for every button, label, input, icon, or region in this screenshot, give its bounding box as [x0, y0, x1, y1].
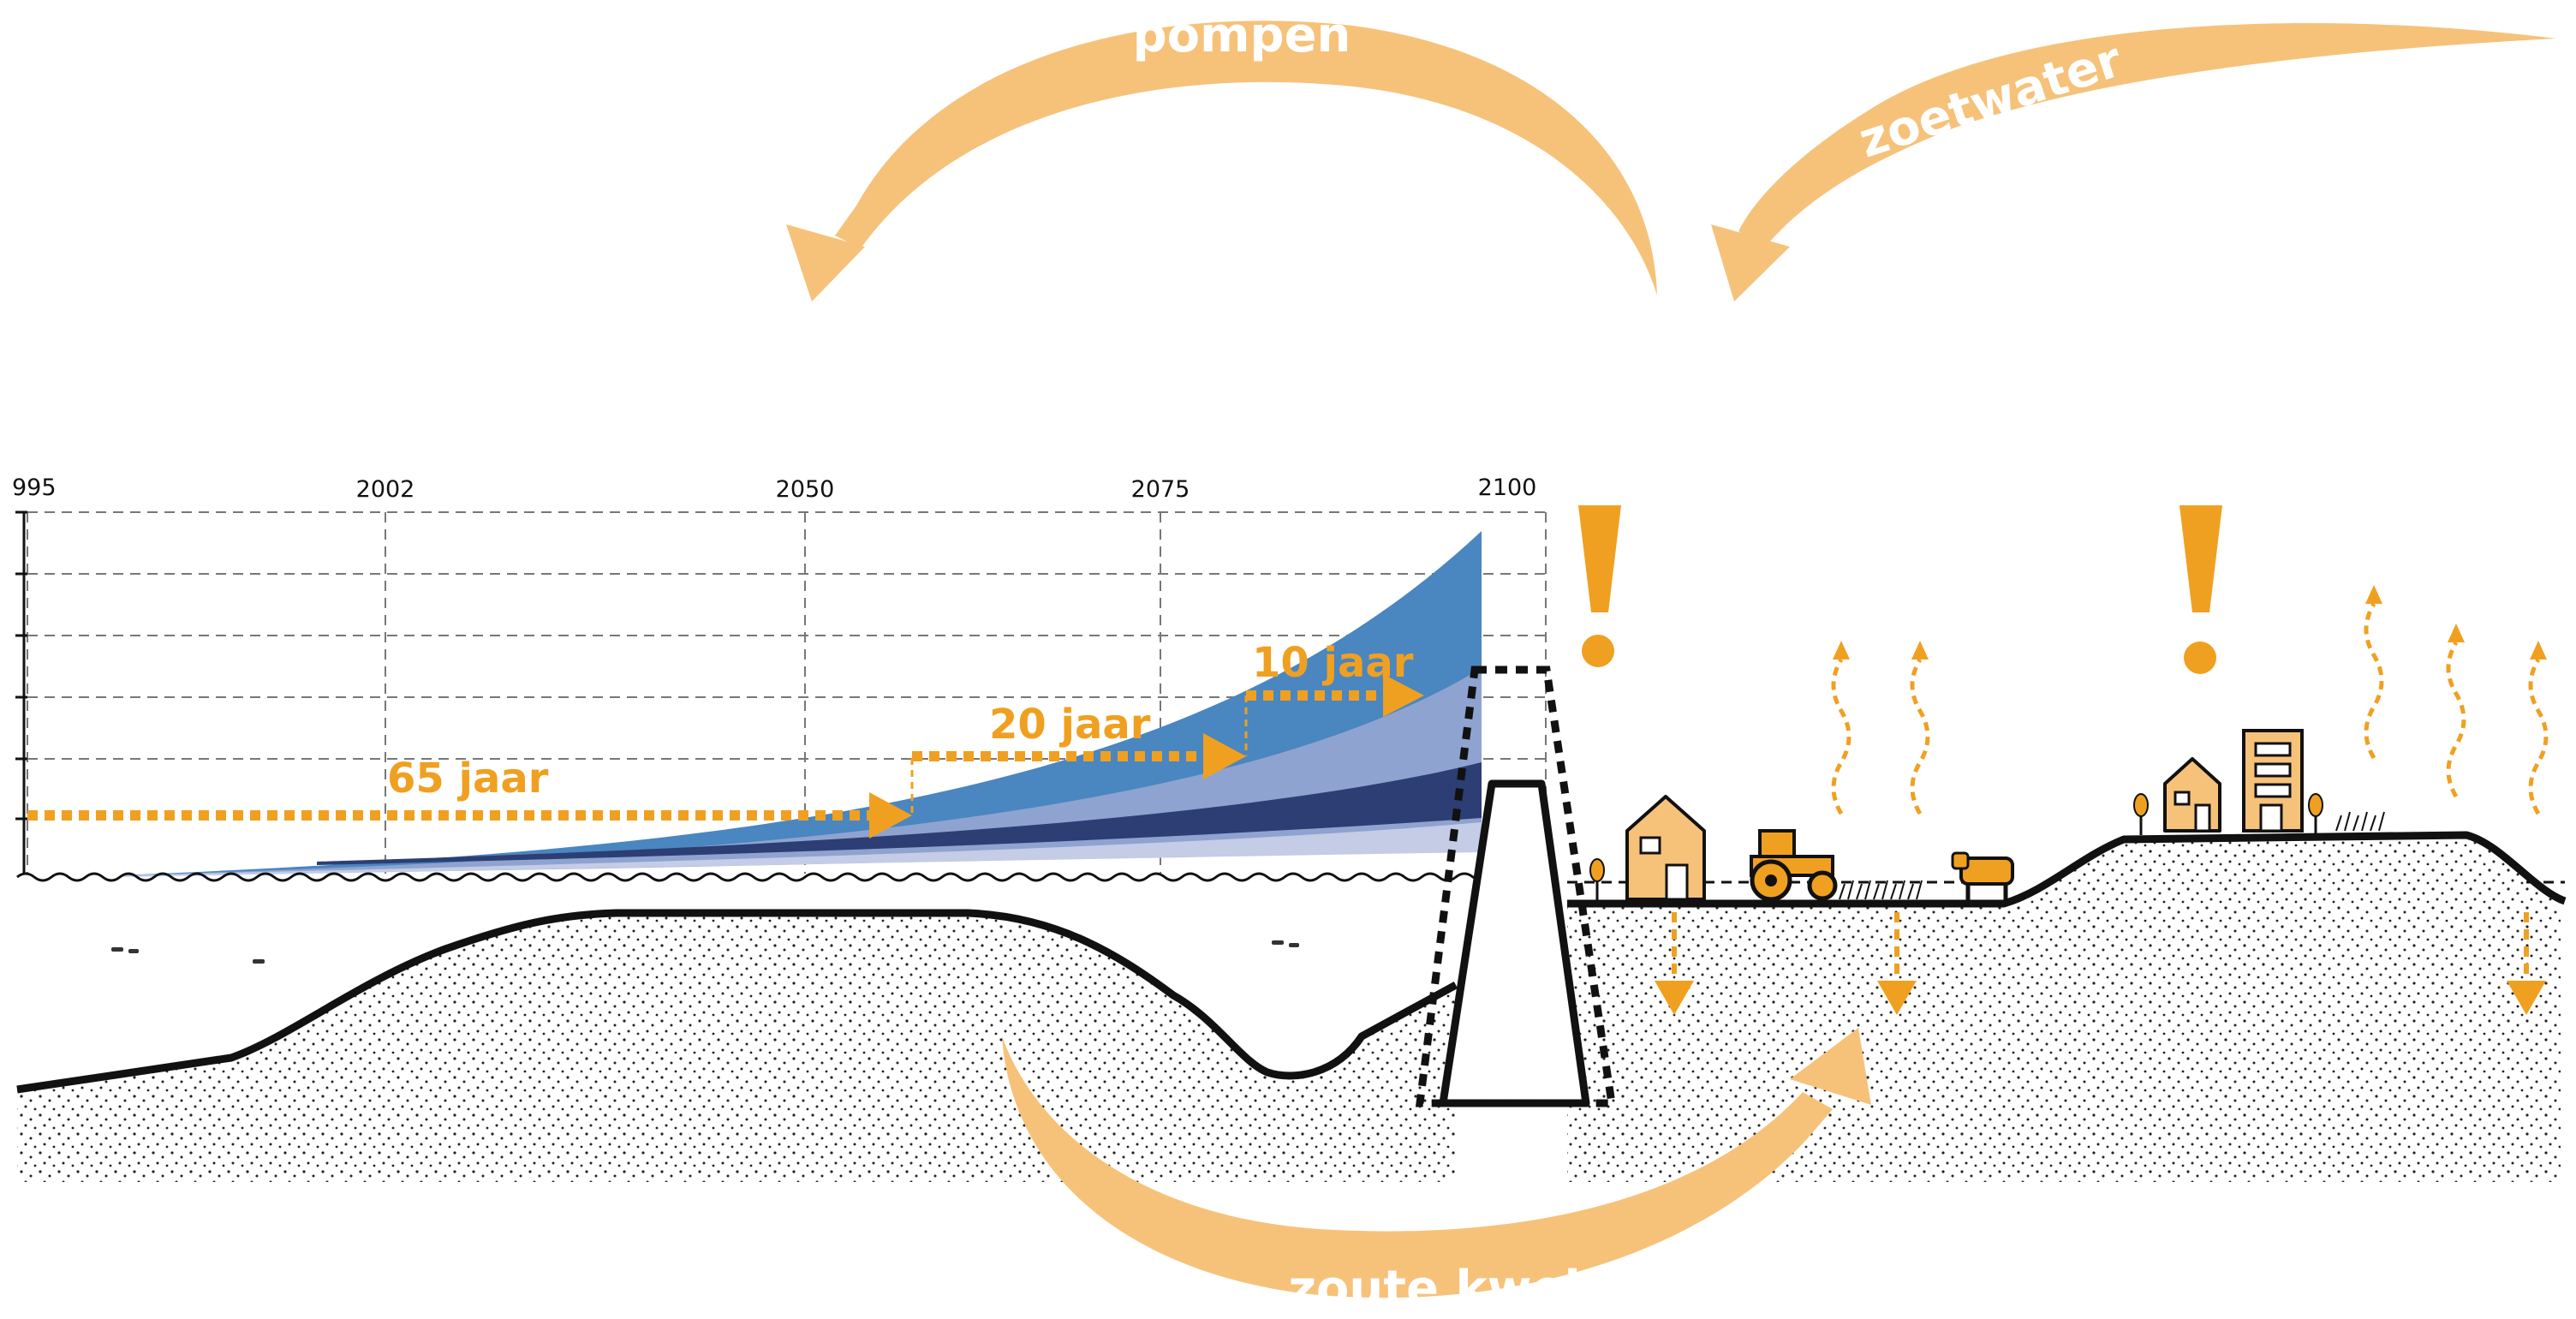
evaporation-arrows [1831, 602, 2549, 815]
period-label: 65 jaar [387, 755, 549, 803]
arrow-head [1383, 674, 1424, 717]
land-soil-fill [1567, 839, 2561, 1182]
exclamation-icon [2179, 505, 2222, 674]
sea-level-projection [120, 531, 1482, 877]
flow-arrow-zoute-kwel: zoute kwel [1002, 1028, 1871, 1316]
period-arrows: 65 jaar 20 jaar 10 jaar [27, 639, 1424, 839]
period-label: 10 jaar [1252, 639, 1414, 687]
seabed-outline [16, 909, 1458, 1094]
evaporation-arrow-heads [1833, 585, 2547, 660]
seepage-arrow-heads [1655, 981, 2546, 1015]
year-labels: 995 2002 2050 2075 2100 [12, 474, 1536, 503]
cow-icon [1951, 851, 2014, 901]
year-label: 2050 [776, 476, 835, 503]
sea-surface [16, 872, 1491, 882]
year-label: 2100 [1478, 474, 1537, 501]
evaporation-arrow [1831, 658, 1852, 815]
seepage-arrows [1672, 912, 2529, 985]
exclamation-icon [1578, 505, 1621, 667]
flow-arrow-pompen: pompen [786, 8, 1657, 301]
flow-label-pompen: pompen [1133, 8, 1351, 63]
year-label: 995 [12, 474, 57, 501]
land-soil [1567, 831, 2567, 1182]
seabed [16, 909, 1458, 1182]
arrow-head [1203, 733, 1246, 779]
flow-label-zoute-kwel: zoute kwel [1288, 1261, 1580, 1316]
evaporation-arrow [1910, 658, 1930, 815]
person-icon [2308, 793, 2323, 835]
year-label: 2075 [1131, 476, 1190, 503]
person-icon [1589, 858, 1605, 901]
evaporation-arrow [2364, 602, 2384, 760]
dike [1415, 665, 1617, 1107]
dike-outline-future [1415, 665, 1617, 1107]
evaporation-arrow [2446, 641, 2466, 798]
crops-icon [2335, 811, 2385, 832]
arrow-head [869, 792, 912, 839]
year-label: 2002 [356, 476, 415, 503]
crops-icon [1839, 880, 1923, 900]
projection-band-low [120, 822, 1482, 877]
evaporation-arrow [2528, 658, 2549, 815]
projection-band-median [317, 762, 1482, 865]
house-icon [2163, 757, 2221, 833]
flow-arrow-zoetwater: zoetwater [1711, 23, 2556, 301]
fish-marks [111, 940, 1299, 964]
period-label: 20 jaar [989, 701, 1151, 749]
person-icon [2133, 793, 2149, 835]
tractor-icon [1750, 829, 1838, 902]
apartment-icon [2242, 729, 2304, 833]
house-icon [1625, 795, 1706, 901]
